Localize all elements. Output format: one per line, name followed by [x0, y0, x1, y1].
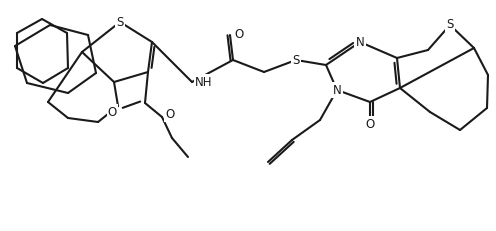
Text: O: O — [366, 118, 374, 131]
Text: N: N — [356, 36, 365, 49]
Text: O: O — [108, 106, 117, 119]
Text: O: O — [234, 28, 243, 42]
Text: NH: NH — [195, 76, 212, 88]
Text: S: S — [117, 15, 124, 28]
Text: S: S — [292, 54, 300, 67]
Text: N: N — [333, 83, 341, 97]
Text: O: O — [165, 107, 174, 121]
Text: S: S — [446, 18, 454, 31]
